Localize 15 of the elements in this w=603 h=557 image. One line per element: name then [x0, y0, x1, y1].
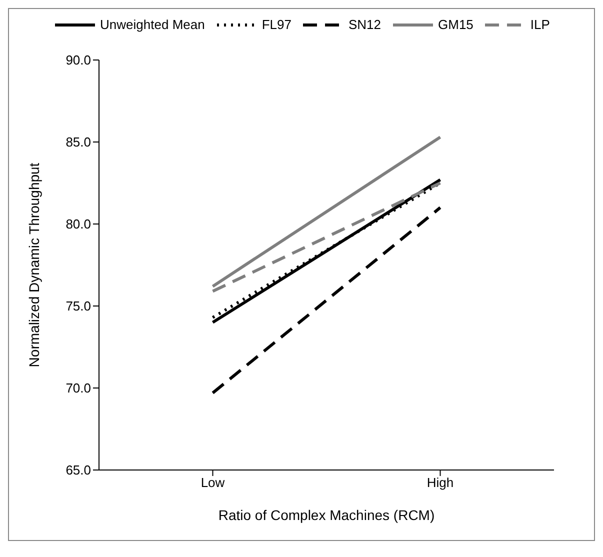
legend-label: SN12	[348, 17, 382, 32]
y-tick-label: 75.0	[66, 298, 91, 314]
x-axis-title: Ratio of Complex Machines (RCM)	[218, 507, 435, 523]
legend-label: GM15	[438, 17, 474, 32]
x-tick-label: Low	[200, 475, 226, 490]
y-tick-label: 65.0	[66, 462, 91, 478]
y-tick-label: 80.0	[66, 216, 91, 232]
y-tick-label: 70.0	[66, 380, 91, 396]
y-tick-label: 90.0	[66, 52, 91, 68]
y-axis-title: Normalized Dynamic Throughput	[26, 162, 42, 368]
legend-label: FL97	[262, 17, 292, 32]
legend-label: ILP	[530, 17, 550, 32]
y-tick-label: 85.0	[66, 134, 91, 150]
legend-label: Unweighted Mean	[100, 17, 205, 32]
x-tick-label: High	[426, 475, 454, 490]
